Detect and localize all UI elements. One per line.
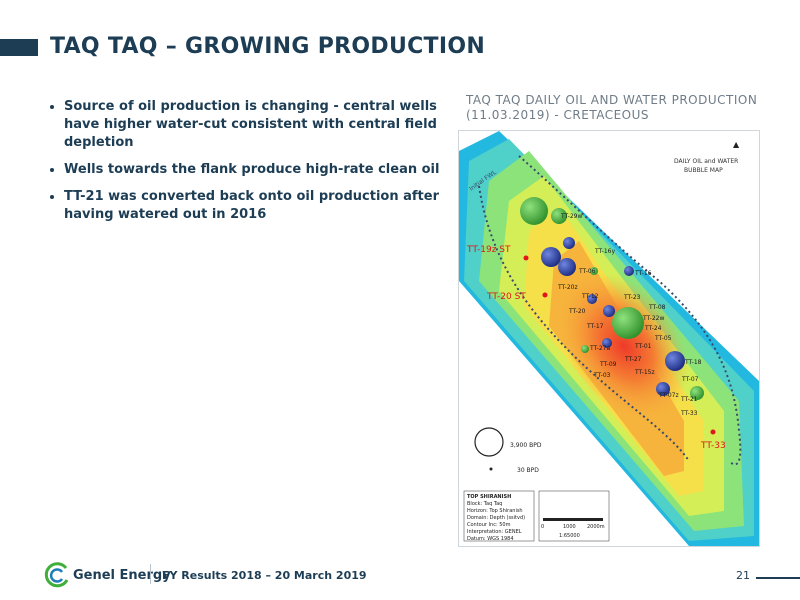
well-bubble-water: [563, 237, 575, 249]
well-bubble-oil: [520, 197, 548, 225]
info-line: Horizon: Top Shiranish: [467, 508, 523, 514]
footer-event: FY Results 2018 – 20 March 2019: [162, 569, 367, 582]
well-label: TT-33: [680, 410, 698, 417]
legend-title-line1: DAILY OIL and WATER: [674, 158, 738, 165]
scale-bar-label: 0: [541, 524, 544, 530]
well-label: TT-07z: [658, 392, 679, 399]
well-label: TT-06: [578, 268, 596, 275]
well-label: TT-27a: [589, 345, 610, 352]
well-label: TT-12: [581, 293, 599, 300]
well-bubble-oil: [612, 307, 644, 339]
info-line: Interpretation: GENEL: [467, 529, 522, 535]
well-label: TT-03: [593, 372, 611, 379]
page-number-rule: [756, 577, 800, 579]
bullet-list: Source of oil production is changing - c…: [46, 98, 449, 233]
field-core: [559, 273, 689, 419]
legend-title-line2: BUBBLE MAP: [684, 167, 723, 174]
callout-label: TT-33: [700, 441, 726, 451]
well-label: TT-22w: [642, 315, 664, 322]
scale-bubble-small: [489, 467, 493, 471]
genel-logo-icon: [44, 562, 69, 588]
scale-bar: [543, 518, 603, 521]
footer-company-name: Genel Energy: [73, 568, 171, 583]
well-bubble-oil: [590, 267, 598, 275]
info-line: TOP SHIRANISH: [467, 494, 511, 500]
well-label: TT-17: [586, 323, 604, 330]
bullet-item: Source of oil production is changing - c…: [64, 98, 449, 152]
scale-label: 3,900 BPD: [510, 442, 542, 449]
well-label: TT-20: [568, 308, 586, 315]
well-bubble-oil: [581, 345, 589, 353]
callout-label: TT-19z ST: [466, 245, 511, 255]
callout-label: TT-20 ST: [486, 292, 526, 302]
well-bubble-water: [587, 294, 597, 304]
scale-label: 30 BPD: [517, 467, 539, 474]
well-label: TT-07: [681, 376, 699, 383]
callout-marker: [710, 429, 716, 435]
info-line: Domain: Depth (ssitvd): [467, 515, 525, 521]
well-label: TT-16y: [594, 248, 615, 255]
well-bubble-water: [602, 338, 612, 348]
page-number: 21: [736, 569, 750, 582]
well-label: TT-01: [634, 343, 652, 350]
well-label: TT-21: [680, 396, 698, 403]
well-bubble-water: [665, 351, 685, 371]
well-bubble-water: [656, 382, 670, 396]
bubble-map-graphic: Initial FWL ▲ DAILY OIL and WATER BUBBLE…: [459, 131, 759, 546]
well-label: TT-15z: [634, 369, 655, 376]
footer-separator: [150, 564, 151, 584]
scale-bubble-large: [474, 427, 504, 457]
well-bubble-oil: [690, 386, 704, 400]
scale-bar-label: 1000: [563, 524, 576, 530]
well-label: TT-27: [624, 356, 642, 363]
well-label: TT-05: [654, 335, 672, 342]
fwl-line: [518, 155, 742, 466]
well-bubble-oil: [551, 208, 567, 224]
map-caption: TAQ TAQ DAILY OIL AND WATER PRODUCTION (…: [466, 93, 758, 122]
info-line: Datum: WGS 1984: [467, 536, 514, 542]
well-label: TT-16: [634, 270, 652, 277]
well-bubble-water: [558, 258, 576, 276]
scale-box: [538, 490, 610, 542]
well-bubble-water: [624, 266, 634, 276]
callout-marker: [523, 255, 529, 261]
well-label: TT-24: [644, 325, 662, 332]
scale-ratio: 1:65000: [559, 533, 580, 539]
well-label: TT-29w: [560, 213, 582, 220]
info-box: [463, 490, 535, 542]
title-accent-bar: [0, 39, 38, 56]
bullet-item: TT-21 was converted back onto oil produc…: [64, 188, 449, 224]
callout-marker: [542, 292, 548, 298]
info-line: Contour Inc: 50m: [467, 522, 511, 528]
well-bubble-water: [541, 247, 561, 267]
well-bubble-water: [603, 305, 615, 317]
fwl-line: [478, 185, 690, 462]
scale-bar-label: 2000m: [587, 524, 605, 530]
north-arrow-icon: ▲: [733, 140, 740, 149]
well-label: TT-23: [623, 294, 641, 301]
well-label: TT-08: [648, 304, 666, 311]
info-line: Block: Taq Taq: [467, 501, 502, 507]
slide-title: TAQ TAQ – GROWING PRODUCTION: [50, 34, 486, 59]
well-label: TT-20z: [557, 284, 578, 291]
bullet-item: Wells towards the flank produce high-rat…: [64, 161, 449, 179]
bubble-map: Initial FWL ▲ DAILY OIL and WATER BUBBLE…: [458, 130, 760, 547]
well-label: TT-09: [599, 361, 617, 368]
well-label: TT-18: [684, 359, 702, 366]
